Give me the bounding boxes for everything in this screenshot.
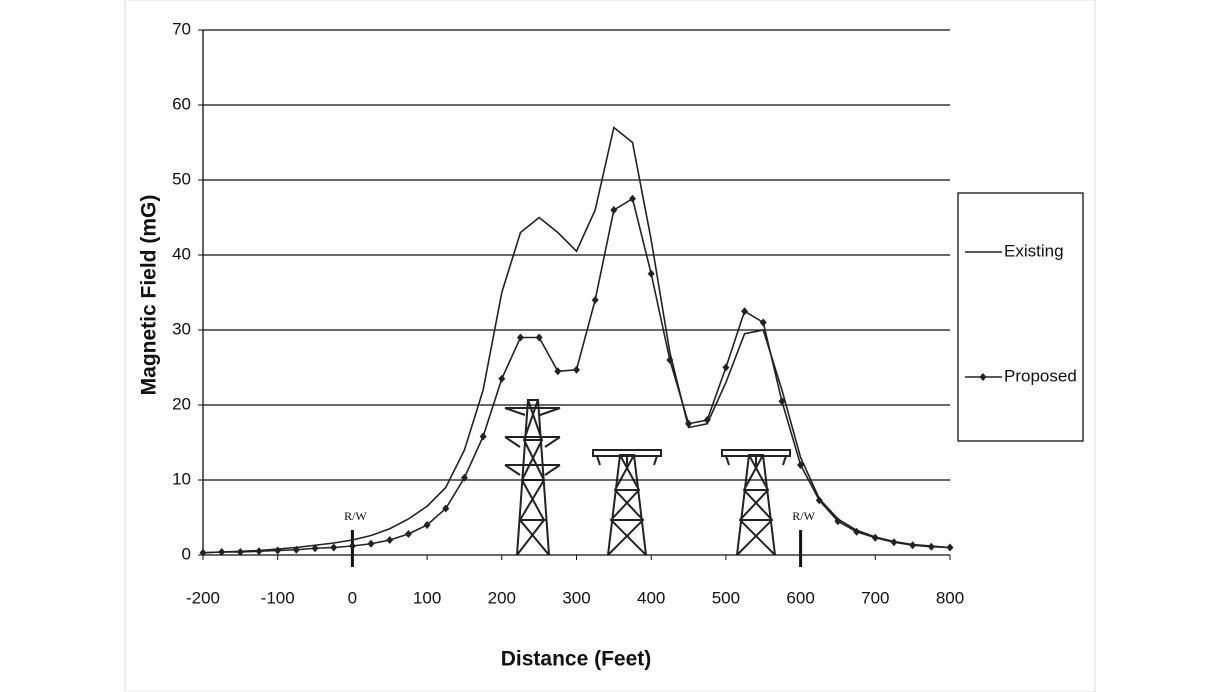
series-line — [202, 126, 951, 554]
chart-frame — [124, 0, 1096, 692]
data-point — [759, 318, 767, 327]
data-point — [610, 206, 618, 214]
data-point — [778, 397, 786, 406]
data-point — [386, 536, 394, 544]
data-point — [703, 416, 711, 424]
x-tick-label: 500 — [712, 588, 740, 607]
y-axis-title: Magnetic Field (mG) — [138, 195, 161, 396]
legend-box — [957, 192, 1084, 442]
data-point — [629, 194, 637, 203]
data-point — [236, 548, 244, 556]
data-point — [853, 527, 861, 536]
data-point — [722, 363, 730, 372]
y-tick-label: 60 — [172, 94, 191, 113]
data-point — [909, 541, 917, 550]
data-point — [797, 461, 805, 469]
data-point — [573, 365, 580, 374]
data-point — [554, 367, 562, 376]
data-point — [479, 432, 487, 441]
x-tick-label: 200 — [488, 588, 516, 607]
data-point — [498, 374, 506, 383]
data-point — [292, 545, 300, 554]
data-point — [815, 496, 823, 505]
x-tick-label: 700 — [861, 588, 889, 607]
data-point — [927, 542, 935, 551]
data-point — [311, 544, 319, 553]
rw-label: R/W — [792, 509, 815, 523]
y-tick-label: 0 — [182, 544, 191, 563]
tower-icons — [504, 399, 791, 556]
x-tick-label: -100 — [261, 588, 295, 607]
data-point — [666, 356, 674, 364]
x-tick-label: 100 — [413, 588, 441, 607]
x-tick-label: 300 — [562, 588, 590, 607]
rw-label: R/W — [344, 509, 367, 523]
data-point — [330, 543, 338, 552]
x-tick-label: 0 — [348, 588, 357, 607]
data-point — [199, 548, 207, 557]
x-tick-label: -200 — [186, 588, 220, 607]
x-tick-label: 600 — [786, 588, 814, 607]
data-point — [946, 543, 954, 552]
y-tick-label: 30 — [172, 319, 191, 338]
data-point — [591, 296, 599, 304]
data-point — [367, 539, 375, 548]
legend-label: Proposed — [1004, 366, 1077, 385]
data-point — [647, 269, 655, 278]
y-tick-label: 10 — [172, 469, 191, 488]
data-point — [218, 548, 226, 556]
data-point — [255, 547, 263, 556]
x-axis-title: Distance (Feet) — [501, 648, 652, 671]
data-point — [274, 546, 282, 555]
data-point — [535, 333, 543, 342]
legend-label: Existing — [1004, 241, 1064, 260]
data-point — [685, 419, 693, 428]
data-point — [423, 521, 431, 529]
x-tick-label: 400 — [637, 588, 665, 607]
data-point — [871, 533, 879, 542]
y-tick-label: 20 — [172, 394, 191, 413]
data-point — [442, 504, 450, 513]
x-tick-label: 800 — [936, 588, 964, 607]
y-tick-label: 50 — [172, 169, 191, 188]
data-point — [460, 473, 468, 482]
data-point — [404, 530, 412, 538]
y-tick-label: 40 — [172, 244, 191, 263]
data-point — [890, 538, 898, 547]
data-point — [741, 307, 749, 316]
data-point — [348, 542, 356, 550]
data-point — [834, 517, 842, 526]
y-tick-label: 70 — [172, 19, 191, 38]
legend-marker — [979, 373, 987, 381]
data-point — [516, 333, 524, 342]
